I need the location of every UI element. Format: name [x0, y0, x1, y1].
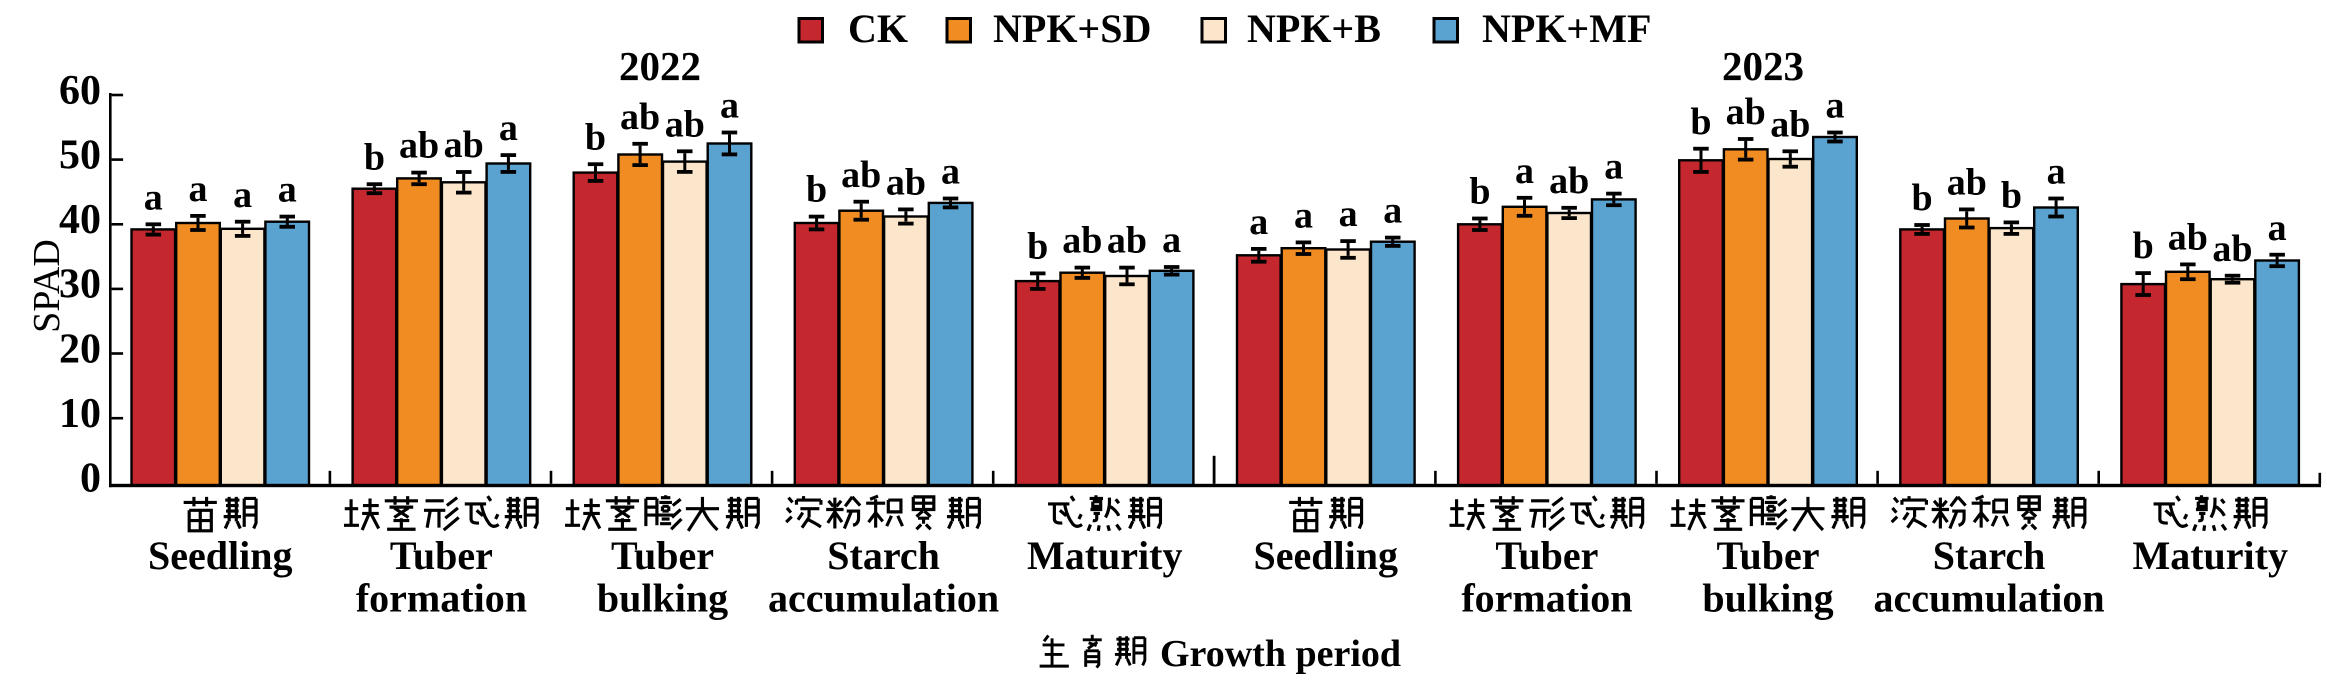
svg-text:Maturity: Maturity	[1027, 533, 1183, 578]
svg-text:60: 60	[59, 68, 101, 114]
svg-text:b: b	[1027, 226, 1048, 268]
svg-text:ab: ab	[1947, 162, 1987, 204]
svg-text:b: b	[1912, 177, 1933, 219]
svg-text:ab: ab	[841, 154, 881, 196]
svg-text:a: a	[1515, 150, 1534, 192]
svg-text:2023: 2023	[1722, 43, 1804, 89]
svg-text:Tuber: Tuber	[1716, 533, 1819, 578]
svg-text:SPAD: SPAD	[26, 239, 68, 333]
svg-text:ab: ab	[444, 124, 484, 166]
svg-text:a: a	[189, 168, 208, 210]
svg-text:Tuber: Tuber	[390, 533, 493, 578]
svg-text:20: 20	[59, 326, 101, 372]
svg-text:formation: formation	[1461, 576, 1632, 621]
svg-text:ab: ab	[1726, 91, 1766, 133]
svg-text:CK: CK	[848, 6, 908, 51]
svg-text:2022: 2022	[619, 43, 701, 89]
svg-text:b: b	[585, 116, 606, 158]
svg-text:ab: ab	[1549, 160, 1589, 202]
svg-text:b: b	[2133, 225, 2154, 267]
svg-text:a: a	[941, 151, 960, 193]
svg-text:a: a	[1604, 146, 1623, 188]
svg-text:50: 50	[59, 132, 101, 178]
svg-text:a: a	[1162, 219, 1181, 261]
svg-text:ab: ab	[399, 125, 439, 167]
svg-text:ab: ab	[886, 162, 926, 204]
svg-text:30: 30	[59, 262, 101, 308]
svg-text:b: b	[364, 136, 385, 178]
svg-text:a: a	[233, 174, 252, 216]
svg-text:b: b	[1469, 171, 1490, 213]
svg-text:a: a	[1294, 195, 1313, 237]
svg-text:ab: ab	[665, 103, 705, 145]
svg-text:a: a	[1249, 201, 1268, 243]
svg-text:Maturity: Maturity	[2132, 533, 2288, 578]
svg-text:Starch: Starch	[1933, 533, 2046, 578]
svg-text:accumulation: accumulation	[768, 576, 999, 621]
svg-text:a: a	[2268, 207, 2287, 249]
svg-text:ab: ab	[2168, 217, 2208, 259]
svg-text:b: b	[1690, 101, 1711, 143]
svg-text:b: b	[806, 169, 827, 211]
svg-text:a: a	[1383, 190, 1402, 232]
svg-text:a: a	[278, 169, 297, 211]
svg-text:Starch: Starch	[827, 533, 940, 578]
svg-text:ab: ab	[1062, 220, 1102, 262]
svg-text:ab: ab	[1770, 103, 1810, 145]
svg-text:NPK+MF: NPK+MF	[1482, 6, 1651, 51]
svg-text:Tuber: Tuber	[611, 533, 714, 578]
svg-text:0: 0	[80, 456, 101, 502]
svg-text:a: a	[144, 176, 163, 218]
svg-text:NPK+SD: NPK+SD	[993, 6, 1151, 51]
svg-text:a: a	[1826, 85, 1845, 127]
svg-text:ab: ab	[2212, 228, 2252, 270]
svg-text:accumulation: accumulation	[1874, 576, 2105, 621]
svg-text:a: a	[499, 107, 518, 149]
svg-text:40: 40	[59, 197, 101, 243]
svg-text:bulking: bulking	[1702, 576, 1833, 621]
svg-text:a: a	[720, 85, 739, 127]
svg-text:a: a	[1339, 193, 1358, 235]
svg-text:formation: formation	[356, 576, 527, 621]
svg-text:NPK+B: NPK+B	[1247, 6, 1381, 51]
svg-text:ab: ab	[620, 96, 660, 138]
svg-text:Tuber: Tuber	[1495, 533, 1598, 578]
svg-text:b: b	[2001, 175, 2022, 217]
svg-text:Seedling: Seedling	[1254, 533, 1398, 578]
svg-text:10: 10	[59, 391, 101, 437]
svg-text:Growth period: Growth period	[1160, 633, 1401, 675]
svg-text:a: a	[2047, 151, 2066, 193]
svg-text:ab: ab	[1107, 220, 1147, 262]
svg-text:bulking: bulking	[597, 576, 728, 621]
svg-text:Seedling: Seedling	[148, 533, 292, 578]
